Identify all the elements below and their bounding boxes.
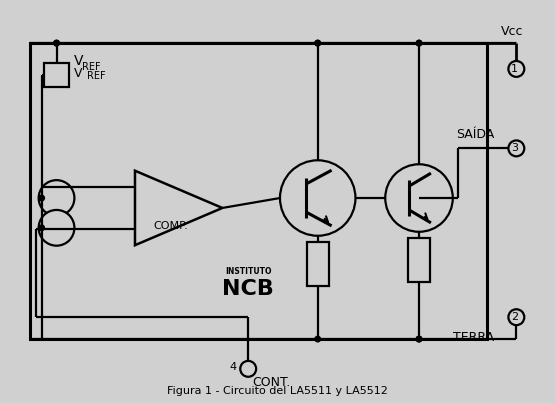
Circle shape: [314, 39, 321, 47]
Circle shape: [280, 160, 355, 236]
Text: Vcc: Vcc: [501, 25, 523, 38]
Text: 1: 1: [511, 64, 518, 74]
Circle shape: [416, 336, 422, 343]
Text: REF: REF: [87, 71, 106, 81]
Circle shape: [314, 336, 321, 343]
Bar: [307, 242, 329, 287]
Circle shape: [508, 61, 524, 77]
Bar: [408, 238, 430, 283]
Text: INSTITUTO: INSTITUTO: [225, 267, 271, 276]
Text: V: V: [73, 54, 83, 68]
Circle shape: [508, 140, 524, 156]
Circle shape: [53, 39, 60, 47]
Circle shape: [508, 309, 524, 325]
Text: CONT.: CONT.: [252, 376, 290, 389]
Bar: [30, 43, 487, 339]
Circle shape: [53, 39, 60, 47]
Text: V: V: [73, 67, 82, 80]
Text: TERRA: TERRA: [453, 330, 495, 344]
Circle shape: [385, 164, 453, 232]
Circle shape: [240, 361, 256, 377]
Bar: [44, 63, 69, 87]
Circle shape: [314, 39, 321, 47]
Text: Figura 1 - Circuito del LA5511 y LA5512: Figura 1 - Circuito del LA5511 y LA5512: [166, 386, 387, 396]
Circle shape: [38, 224, 45, 231]
Circle shape: [416, 39, 422, 47]
Text: 4: 4: [229, 362, 236, 372]
Circle shape: [39, 210, 74, 246]
Text: COMP.: COMP.: [153, 221, 188, 231]
Text: SAÍDA: SAÍDA: [456, 128, 495, 141]
Polygon shape: [135, 171, 223, 245]
Circle shape: [416, 39, 422, 47]
Text: 2: 2: [511, 312, 518, 322]
Text: NCB: NCB: [222, 279, 274, 299]
Circle shape: [38, 195, 45, 202]
Circle shape: [416, 336, 422, 343]
Text: 3: 3: [511, 143, 518, 154]
Circle shape: [39, 180, 74, 216]
Text: REF: REF: [82, 62, 101, 72]
